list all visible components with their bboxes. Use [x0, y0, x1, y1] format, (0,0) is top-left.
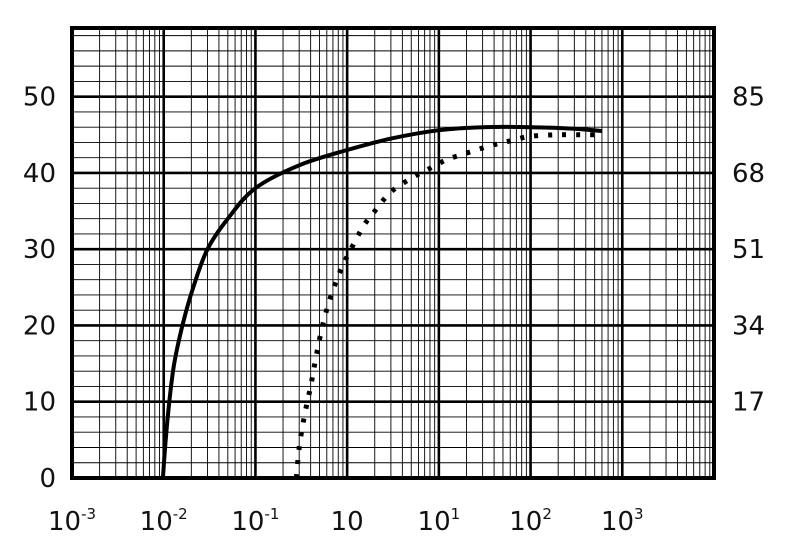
left-tick-label: 10 — [23, 388, 56, 418]
left-tick-label: 40 — [23, 159, 56, 189]
series-dotted-line — [293, 132, 602, 479]
x-tick-label: 10-1 — [231, 505, 279, 537]
left-tick-label: 30 — [23, 235, 56, 265]
right-axis-labels: 17 34 51 68 85 — [732, 83, 765, 418]
x-tick-label: 101 — [418, 505, 461, 537]
x-tick-exponent: 3 — [634, 505, 644, 523]
right-tick-label: 85 — [732, 83, 765, 113]
right-tick-label: 51 — [732, 235, 765, 265]
right-tick-label: 34 — [732, 311, 765, 341]
x-tick-label: 102 — [509, 505, 552, 537]
x-axis-labels: 10-3 10-2 10-1 10 101 102 103 — [48, 505, 644, 537]
left-tick-label: 20 — [23, 311, 56, 341]
left-axis-labels: 0 10 20 30 40 50 — [23, 83, 56, 494]
x-tick-base: 10 — [48, 507, 81, 537]
right-tick-label: 68 — [732, 159, 765, 189]
x-tick-base: 10 — [331, 507, 364, 537]
x-tick-label: 10-3 — [48, 505, 96, 537]
x-tick-exponent: 2 — [542, 505, 552, 523]
x-tick-base: 10 — [509, 507, 542, 537]
x-tick-exponent: 1 — [451, 505, 461, 523]
left-tick-label: 0 — [39, 464, 56, 494]
x-tick-label: 10 — [331, 507, 364, 537]
major-grid — [72, 28, 714, 478]
x-tick-base: 10 — [140, 507, 173, 537]
left-tick-label: 50 — [23, 83, 56, 113]
x-tick-base: 10 — [601, 507, 634, 537]
x-tick-exponent: -3 — [81, 505, 96, 523]
series-layer — [160, 124, 603, 479]
x-tick-base: 10 — [418, 507, 451, 537]
x-tick-label: 10-2 — [140, 505, 188, 537]
right-tick-label: 17 — [732, 388, 765, 418]
plot-frame — [70, 26, 716, 480]
x-tick-exponent: -1 — [264, 505, 279, 523]
x-tick-exponent: -2 — [173, 505, 188, 523]
series-solid-line — [160, 124, 603, 479]
x-tick-base: 10 — [231, 507, 264, 537]
x-tick-label: 103 — [601, 505, 644, 537]
